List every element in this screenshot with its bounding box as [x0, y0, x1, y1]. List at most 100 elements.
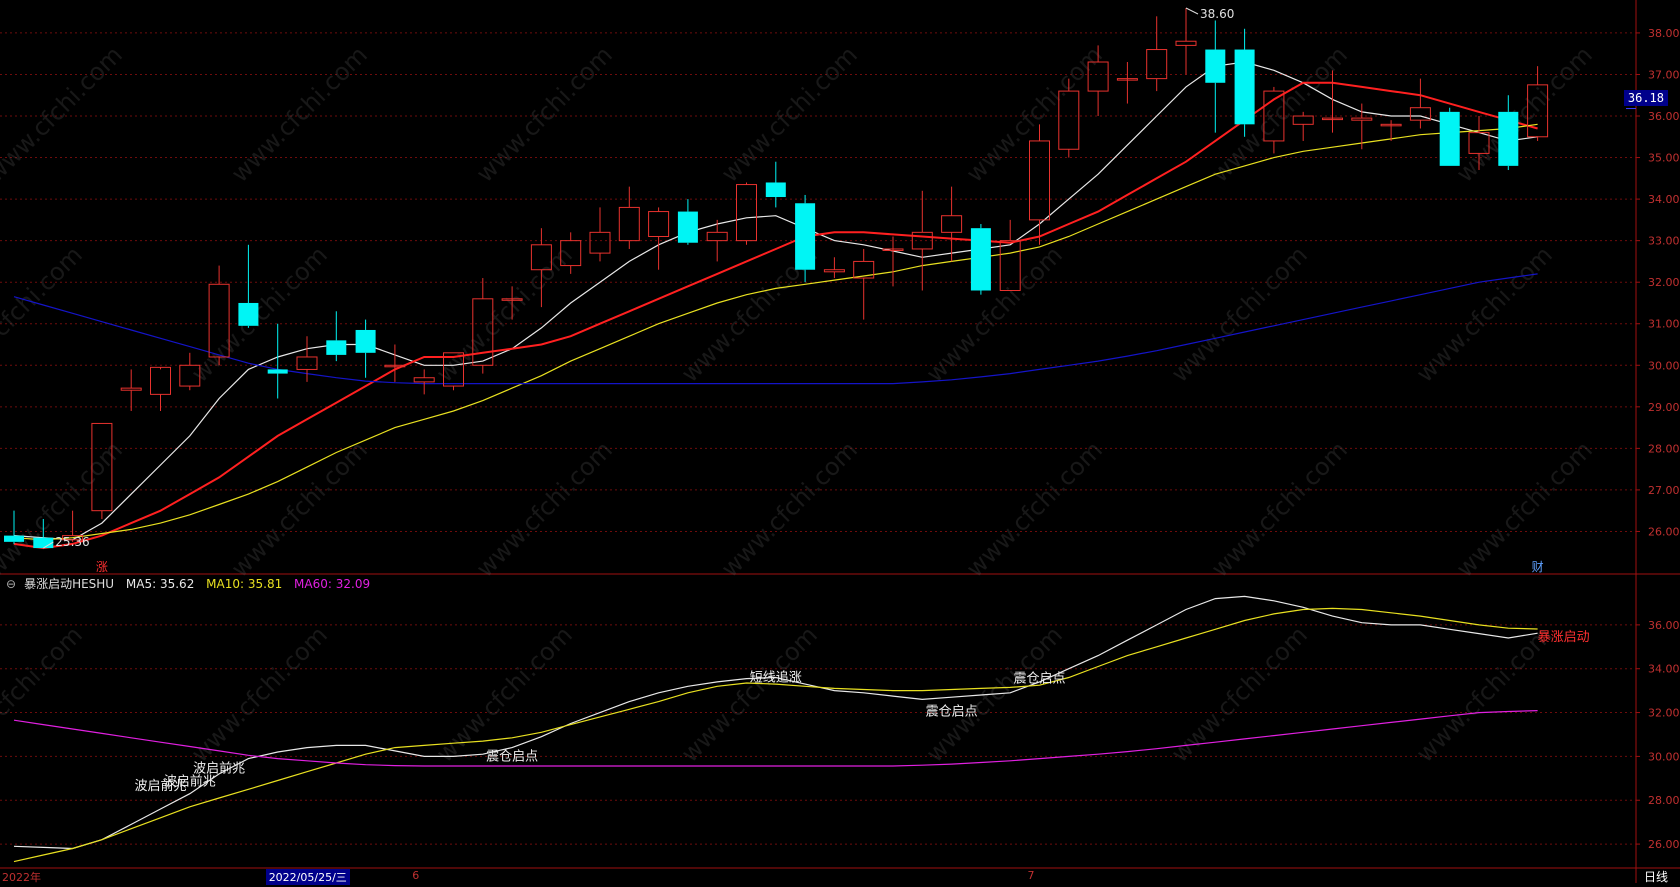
candle-body [589, 231, 611, 254]
candle[interactable] [1205, 20, 1226, 133]
candle[interactable] [1175, 8, 1197, 75]
period-label[interactable]: 日线 [1643, 870, 1668, 884]
signal-annotation: 暴涨启动 [1538, 630, 1590, 645]
candle[interactable] [853, 248, 875, 320]
candle[interactable] [765, 161, 786, 208]
candle[interactable] [530, 228, 552, 308]
candle-body [765, 182, 786, 198]
candle[interactable] [1087, 45, 1109, 117]
candle[interactable] [1029, 124, 1050, 245]
candle[interactable] [150, 366, 171, 411]
candle-body [706, 231, 728, 242]
candle[interactable] [1351, 103, 1373, 150]
candle[interactable] [1409, 78, 1431, 129]
candle[interactable] [4, 510, 24, 544]
candle-body [560, 240, 582, 267]
candle[interactable] [238, 244, 259, 328]
candle-body [823, 269, 845, 273]
watermark-text: www.cfchi.com [471, 436, 618, 583]
watermark-text: www.cfchi.com [961, 436, 1108, 583]
y-tick-label: 32.00 [1648, 276, 1680, 289]
candle[interactable] [443, 352, 464, 391]
watermark-text: www.cfchi.com [1451, 41, 1598, 188]
candle[interactable] [618, 186, 640, 249]
watermark-text: www.cfchi.com [1166, 241, 1313, 388]
indicator-name: 暴涨启动HESHU [24, 577, 115, 591]
watermark-text: www.cfchi.com [1411, 241, 1558, 388]
indicator-line [13, 710, 1538, 767]
low-pointer [43, 541, 54, 549]
candle-body [326, 340, 347, 355]
candle[interactable] [208, 265, 230, 366]
candle[interactable] [33, 518, 54, 549]
candle-body [530, 244, 552, 271]
y-tick-label: 34.00 [1648, 193, 1680, 206]
candle[interactable] [706, 219, 728, 262]
candle-body [1146, 49, 1168, 80]
indicator-collapse-icon[interactable]: ⊖ [6, 577, 17, 591]
indicator-y-tick-label: 28.00 [1648, 794, 1680, 807]
candle[interactable] [62, 510, 84, 542]
candle[interactable] [296, 336, 318, 382]
candle[interactable] [823, 257, 845, 279]
candle[interactable] [179, 352, 201, 391]
candle[interactable] [384, 344, 406, 382]
candle[interactable] [648, 207, 670, 270]
y-tick-label: 27.00 [1648, 484, 1680, 497]
candle[interactable] [1498, 95, 1519, 171]
candle[interactable] [1439, 107, 1460, 166]
candle-body [648, 211, 670, 237]
candle-body [4, 535, 24, 542]
date-label: 7 [1027, 869, 1035, 882]
y-tick-label: 30.00 [1648, 359, 1680, 372]
candle[interactable] [911, 190, 933, 291]
watermark-text: www.cfchi.com [716, 436, 863, 583]
candle[interactable] [1146, 16, 1168, 92]
candle[interactable] [1380, 120, 1402, 141]
candle[interactable] [1322, 70, 1343, 133]
candle[interactable] [941, 186, 963, 262]
candle[interactable] [999, 219, 1021, 292]
candle-body [1205, 49, 1226, 83]
candle[interactable] [472, 278, 494, 374]
candle[interactable] [970, 224, 991, 295]
candle[interactable] [560, 232, 582, 274]
candle-body [882, 248, 904, 251]
candle[interactable] [501, 286, 523, 320]
candle[interactable] [677, 199, 698, 245]
candle[interactable] [736, 182, 757, 245]
candle[interactable] [1292, 111, 1314, 141]
candle[interactable] [882, 236, 904, 287]
candle-body [91, 422, 113, 512]
candle[interactable] [795, 194, 816, 283]
candle-body [150, 366, 171, 395]
candle[interactable] [413, 369, 435, 395]
candle[interactable] [326, 311, 347, 362]
ma-line [13, 61, 1538, 541]
y-tick-label: 36.00 [1648, 110, 1680, 123]
y-tick-label: 26.00 [1648, 525, 1680, 538]
candle[interactable] [1263, 86, 1285, 154]
candle-body [1439, 111, 1460, 166]
candle-body [1029, 140, 1050, 221]
candle[interactable] [267, 323, 288, 399]
candle[interactable] [355, 319, 376, 378]
candle[interactable] [1468, 116, 1490, 171]
y-tick-label: 38.00 [1648, 27, 1680, 40]
candle[interactable] [120, 369, 142, 411]
candle[interactable] [1058, 78, 1080, 158]
candle[interactable] [589, 207, 611, 262]
candle[interactable] [1527, 66, 1549, 141]
candlesticks[interactable] [4, 8, 1549, 549]
legend-ma5: MA5: 35.62 [125, 577, 195, 591]
candle[interactable] [1116, 62, 1138, 104]
candle-body [1234, 49, 1255, 125]
signal-annotation: 震仓启点 [1013, 671, 1065, 686]
y-tick-label: 35.00 [1648, 152, 1680, 165]
candle[interactable] [1234, 28, 1255, 137]
candle[interactable] [91, 422, 113, 519]
indicator-line [13, 607, 1538, 863]
indicator-y-tick-label: 36.00 [1648, 619, 1680, 632]
